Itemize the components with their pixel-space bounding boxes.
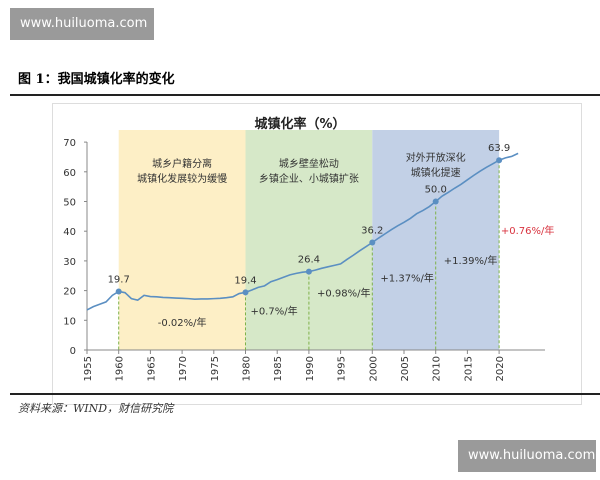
period-label: 城镇化提速 bbox=[411, 166, 461, 179]
series-line bbox=[86, 152, 519, 311]
data-point bbox=[305, 268, 312, 275]
divider bbox=[10, 393, 600, 395]
watermark-top: www.huiluoma.com bbox=[10, 8, 154, 40]
data-label: 26.4 bbox=[298, 255, 320, 266]
data-point bbox=[369, 239, 376, 246]
source-note: 资料来源：WIND，财信研究院 bbox=[18, 402, 174, 415]
y-tick-label: 50 bbox=[63, 198, 76, 209]
data-point bbox=[432, 198, 439, 205]
x-tick-label: 1965 bbox=[146, 356, 157, 381]
period-label: 城乡户籍分离 bbox=[152, 157, 212, 170]
period-label: 乡镇企业、小城镇扩张 bbox=[259, 172, 359, 185]
rate-annotation: -0.02%/年 bbox=[158, 316, 207, 329]
chart-title: 城镇化率（%） bbox=[254, 116, 345, 132]
x-tick-label: 1970 bbox=[178, 356, 189, 381]
x-tick-label: 2010 bbox=[432, 356, 443, 381]
rate-annotation: +0.98%/年 bbox=[317, 287, 371, 300]
x-tick-label: 1995 bbox=[337, 356, 348, 381]
data-label: 50.0 bbox=[425, 185, 447, 196]
period-label: 对外开放深化 bbox=[406, 151, 466, 164]
period-label: 城乡壁垒松动 bbox=[279, 157, 339, 170]
y-tick-label: 40 bbox=[63, 227, 76, 238]
data-point bbox=[242, 289, 249, 296]
data-label: 36.2 bbox=[361, 225, 383, 236]
x-tick-label: 2005 bbox=[400, 356, 411, 381]
data-label: 63.9 bbox=[488, 143, 510, 154]
watermark-bottom: www.huiluoma.com bbox=[458, 440, 596, 472]
x-tick-label: 1955 bbox=[83, 356, 94, 381]
x-tick-label: 1980 bbox=[242, 356, 253, 381]
divider bbox=[10, 94, 600, 96]
data-label: 19.7 bbox=[108, 274, 130, 285]
x-tick-label: 1975 bbox=[210, 356, 221, 381]
data-point bbox=[496, 157, 503, 164]
x-tick-label: 1985 bbox=[273, 356, 284, 381]
y-tick-label: 70 bbox=[63, 138, 76, 149]
period-band bbox=[118, 130, 246, 350]
y-tick-label: 30 bbox=[63, 257, 76, 268]
rate-annotation: +0.7%/年 bbox=[250, 304, 297, 317]
x-tick-label: 1960 bbox=[115, 356, 126, 381]
y-tick-label: 20 bbox=[63, 287, 76, 298]
period-label: 城镇化发展较为缓慢 bbox=[137, 172, 227, 185]
x-tick-label: 1990 bbox=[305, 356, 316, 381]
data-point bbox=[115, 288, 122, 295]
y-tick-label: 0 bbox=[70, 346, 76, 357]
x-tick-label: 2000 bbox=[368, 356, 379, 381]
rate-annotation: +1.39%/年 bbox=[444, 254, 498, 267]
y-tick-label: 60 bbox=[63, 168, 76, 179]
chart-frame bbox=[52, 103, 582, 405]
rate-annotation: +0.76%/年 bbox=[501, 224, 555, 237]
x-tick-label: 2020 bbox=[495, 356, 506, 381]
y-tick-label: 10 bbox=[63, 316, 76, 327]
x-tick-label: 2015 bbox=[463, 356, 474, 381]
figure-title: 图 1：我国城镇化率的变化 bbox=[18, 72, 175, 87]
rate-annotation: +1.37%/年 bbox=[380, 272, 434, 285]
data-label: 19.4 bbox=[234, 275, 256, 286]
